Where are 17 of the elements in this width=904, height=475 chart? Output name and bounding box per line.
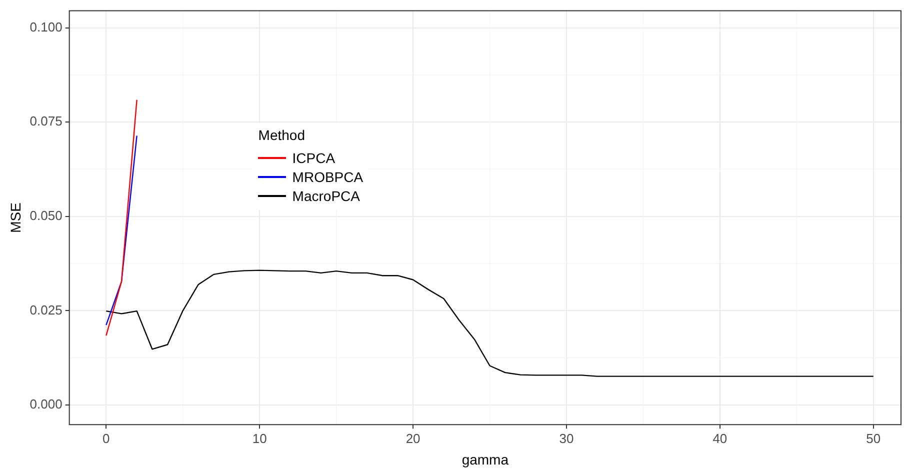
y-tick-label: 0.050 — [30, 208, 62, 223]
x-tick-label: 50 — [866, 430, 881, 446]
y-tick-label: 0.000 — [30, 396, 62, 412]
y-axis-title: MSE — [7, 202, 24, 233]
x-tick-label: 20 — [406, 430, 420, 446]
legend-label: MacroPCA — [292, 188, 360, 204]
legend-label: MROBPCA — [292, 169, 364, 186]
x-tick-label: 10 — [252, 430, 267, 446]
y-tick-label: 0.100 — [30, 19, 62, 34]
legend-title: Method — [258, 126, 306, 143]
y-tick-label: 0.075 — [30, 114, 62, 129]
x-tick-label: 40 — [712, 430, 728, 446]
x-axis-title: gamma — [462, 451, 509, 468]
y-tick-label: 0.025 — [30, 302, 62, 318]
x-tick-label: 0 — [102, 430, 110, 446]
x-tick-label: 30 — [559, 430, 574, 446]
legend-label: ICPCA — [292, 150, 336, 166]
